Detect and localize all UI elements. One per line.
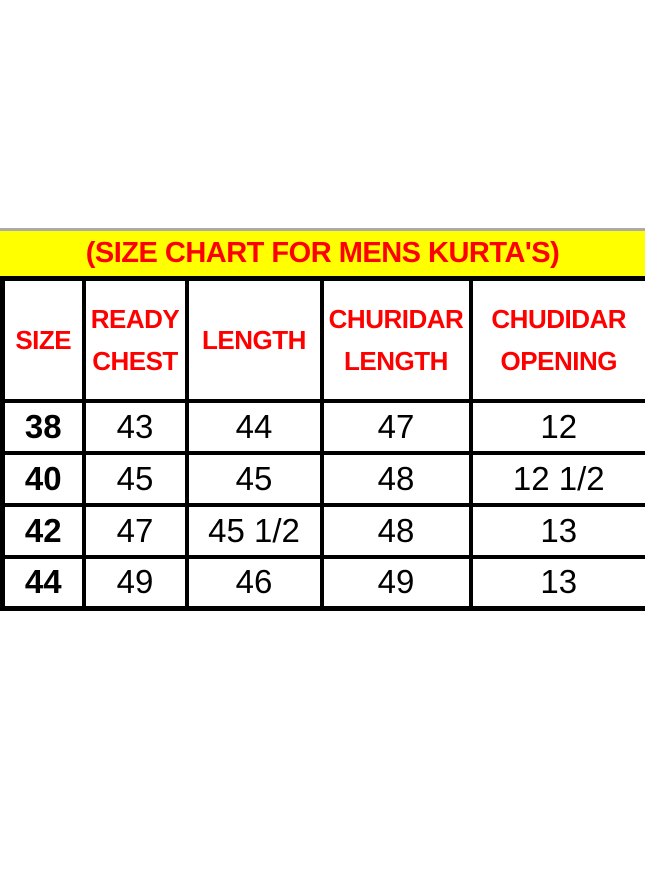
- size-chart-block: (SIZE CHART FOR MENS KURTA'S) SIZE READY…: [0, 228, 645, 611]
- table-cell: 48: [319, 450, 473, 507]
- size-chart-title: (SIZE CHART FOR MENS KURTA'S): [85, 237, 560, 269]
- table-cell: 45: [81, 450, 189, 507]
- column-header-chudidar-opening: CHUDIDAR OPENING: [468, 276, 645, 403]
- table-cell: 47: [319, 398, 473, 455]
- header-line: CHUDIDAR: [491, 303, 627, 334]
- table-cell: 48: [319, 502, 473, 559]
- table-cell: 45: [184, 450, 324, 507]
- header-line: LENGTH: [202, 324, 306, 355]
- table-cell: 40: [0, 450, 86, 507]
- column-header-size: SIZE: [0, 276, 86, 403]
- header-row: SIZE READY CHEST LENGTH CHURIDAR LENGTH: [0, 276, 645, 403]
- size-chart-table: SIZE READY CHEST LENGTH CHURIDAR LENGTH: [0, 276, 645, 611]
- header-line: OPENING: [500, 345, 618, 376]
- column-header-length: LENGTH: [184, 276, 324, 403]
- table-cell: 44: [184, 398, 324, 455]
- size-chart-title-bar: (SIZE CHART FOR MENS KURTA'S): [0, 228, 645, 276]
- table-cell: 38: [0, 398, 86, 455]
- header-line: LENGTH: [344, 345, 448, 376]
- table-cell: 46: [184, 554, 324, 611]
- header-line: CHEST: [92, 345, 178, 376]
- header-line: READY: [90, 303, 180, 334]
- table-cell: 43: [81, 398, 189, 455]
- table-cell: 44: [0, 554, 86, 611]
- table-row: 42 47 45 1/2 48 13: [0, 502, 645, 559]
- table-cell: 49: [319, 554, 473, 611]
- table-cell: 49: [81, 554, 189, 611]
- column-header-ready-chest: READY CHEST: [81, 276, 189, 403]
- table-cell: 42: [0, 502, 86, 559]
- table-cell: 47: [81, 502, 189, 559]
- table-cell: 13: [468, 502, 645, 559]
- table-cell: 13: [468, 554, 645, 611]
- table-cell: 12 1/2: [468, 450, 645, 507]
- table-row: 40 45 45 48 12 1/2: [0, 450, 645, 507]
- header-line: CHURIDAR: [328, 303, 464, 334]
- table-cell: 45 1/2: [184, 502, 324, 559]
- table-row: 38 43 44 47 12: [0, 398, 645, 455]
- column-header-churidar-length: CHURIDAR LENGTH: [319, 276, 473, 403]
- table-row: 44 49 46 49 13: [0, 554, 645, 611]
- header-line: SIZE: [15, 324, 72, 355]
- table-cell: 12: [468, 398, 645, 455]
